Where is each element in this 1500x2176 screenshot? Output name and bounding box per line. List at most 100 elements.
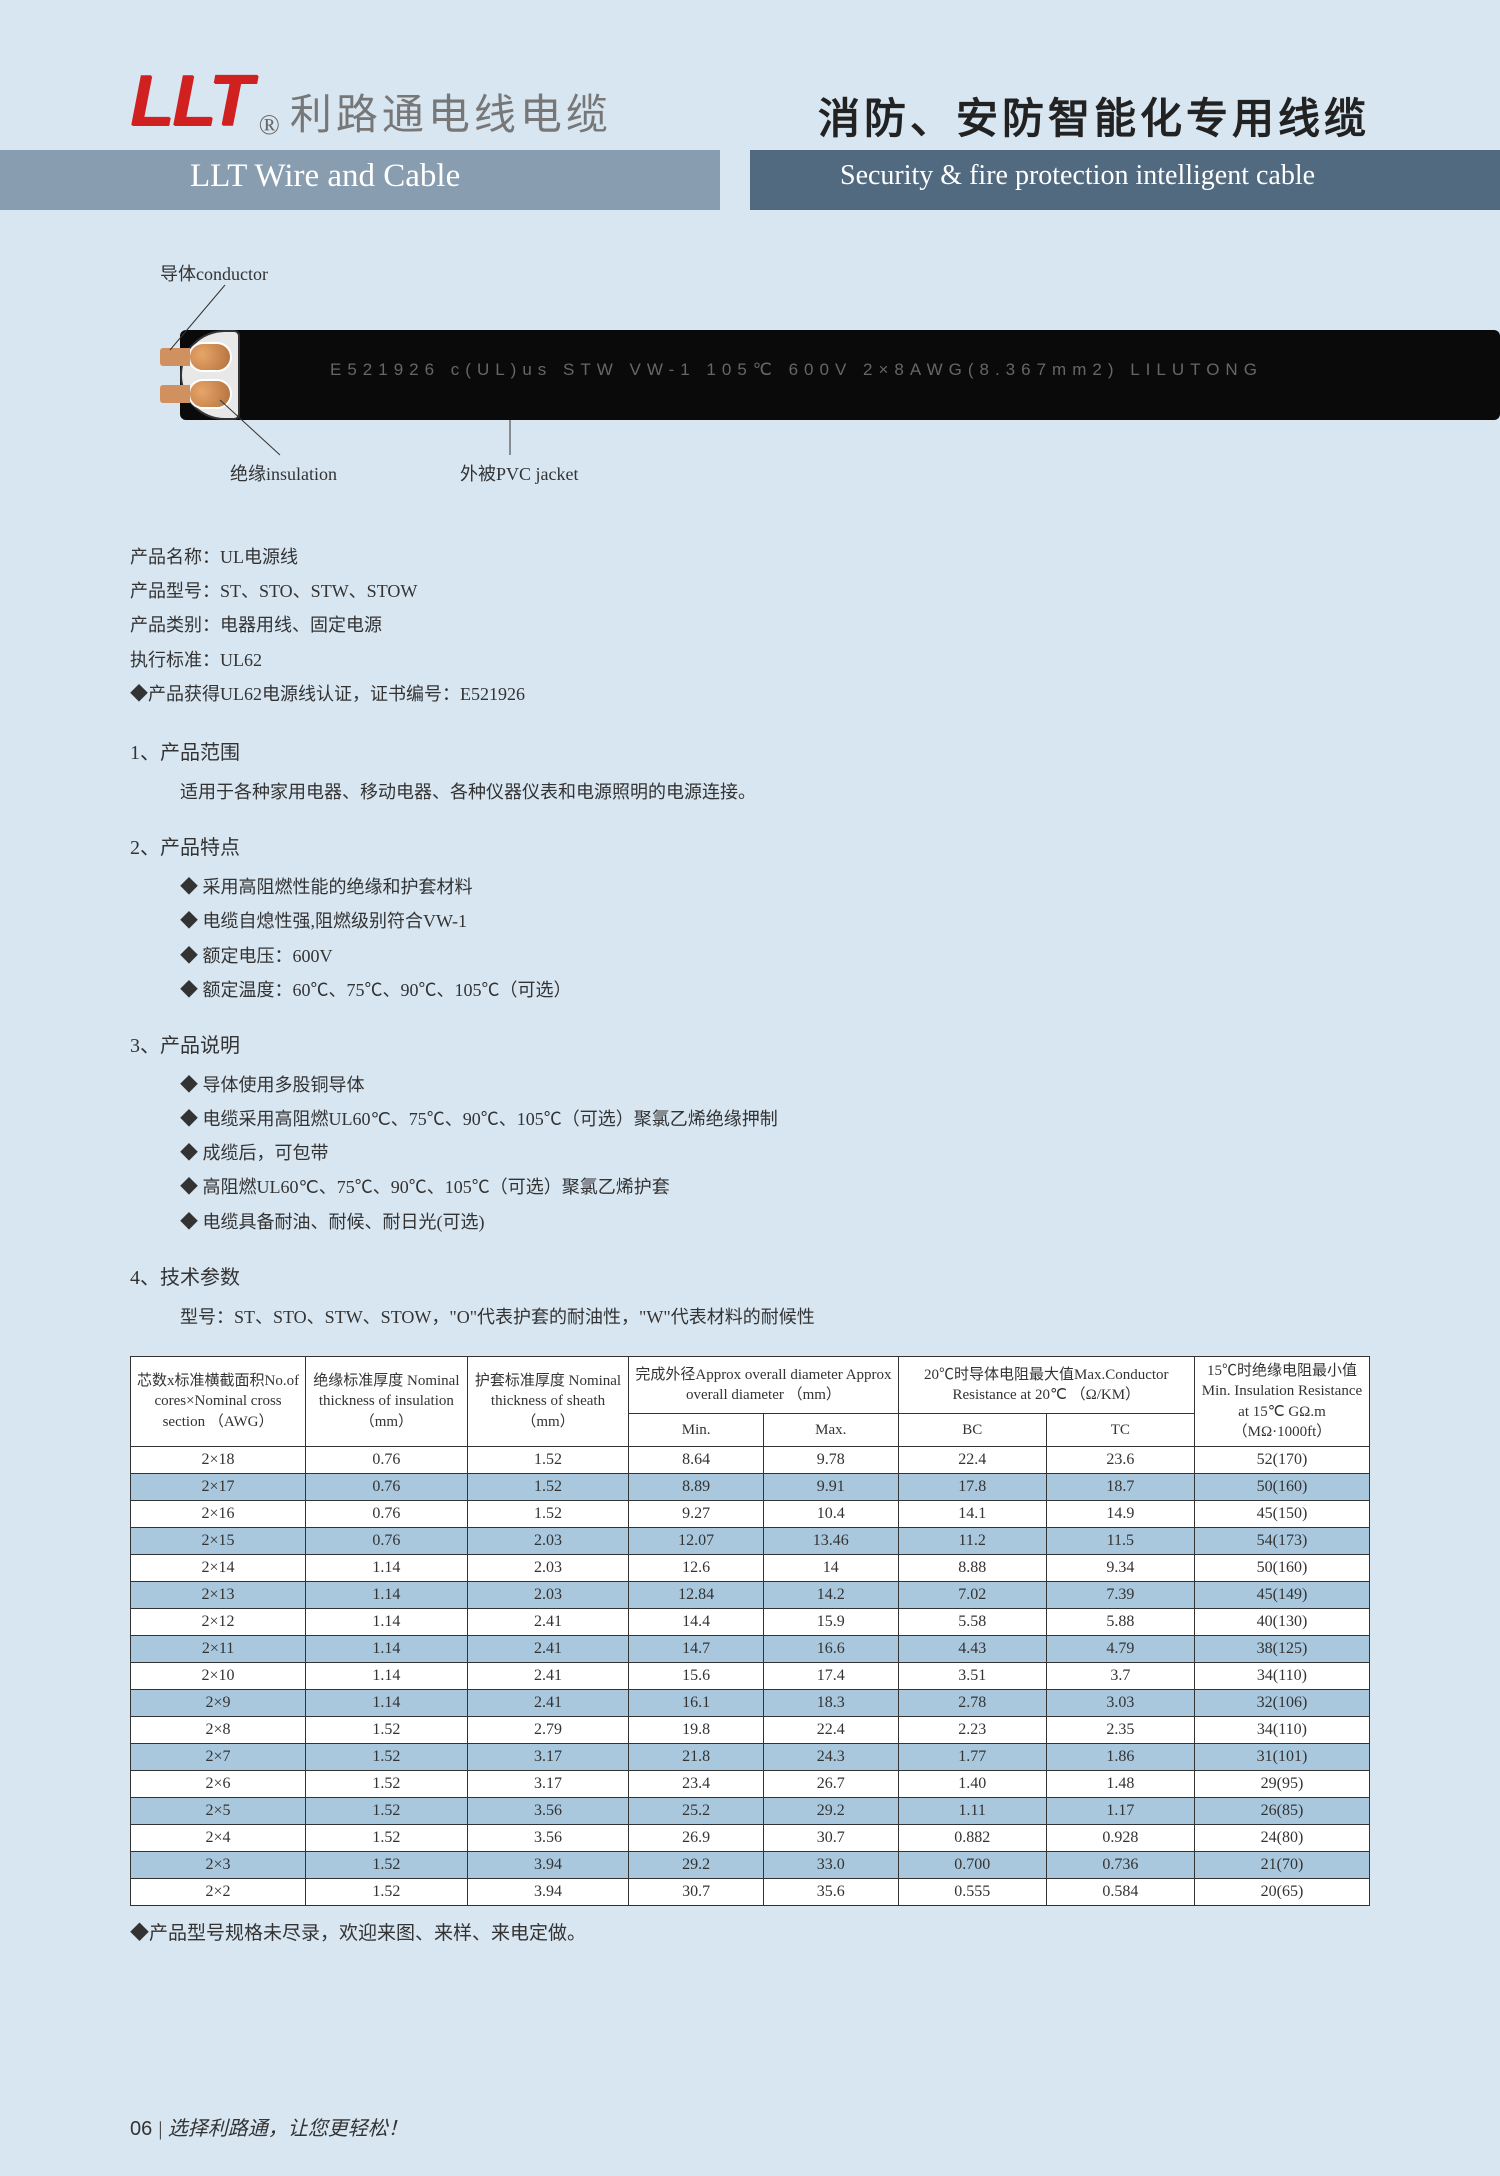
table-cell: 22.4 xyxy=(763,1717,898,1744)
table-cell: 14 xyxy=(763,1555,898,1582)
section-3-body: 导体使用多股铜导体 电缆采用高阻燃UL60℃、75℃、90℃、105℃（可选）聚… xyxy=(130,1068,1370,1239)
table-cell: 12.6 xyxy=(629,1555,764,1582)
table-cell: 2.03 xyxy=(467,1528,629,1555)
desc-item: 电缆具备耐油、耐候、耐日光(可选) xyxy=(180,1205,1370,1239)
table-cell: 2×10 xyxy=(131,1663,306,1690)
table-cell: 1.17 xyxy=(1046,1798,1194,1825)
table-cell: 2×3 xyxy=(131,1852,306,1879)
table-cell: 1.52 xyxy=(467,1474,629,1501)
table-cell: 0.76 xyxy=(306,1501,468,1528)
th-resistance: 20℃时导体电阻最大值Max.Conductor Resistance at 2… xyxy=(898,1357,1194,1414)
feature-item: 采用高阻燃性能的绝缘和护套材料 xyxy=(180,870,1370,904)
table-row: 2×21.523.9430.735.60.5550.58420(65) xyxy=(131,1879,1370,1906)
product-name: 产品名称：UL电源线 xyxy=(130,540,1370,574)
table-cell: 32(106) xyxy=(1194,1690,1369,1717)
table-cell: 2×15 xyxy=(131,1528,306,1555)
table-cell: 2.41 xyxy=(467,1609,629,1636)
table-cell: 1.14 xyxy=(306,1609,468,1636)
table-cell: 1.52 xyxy=(306,1879,468,1906)
table-cell: 5.58 xyxy=(898,1609,1046,1636)
table-cell: 1.11 xyxy=(898,1798,1046,1825)
product-category: 产品类别：电器用线、固定电源 xyxy=(130,608,1370,642)
table-cell: 12.84 xyxy=(629,1582,764,1609)
section-4-head: 4、技术参数 xyxy=(130,1261,1370,1290)
table-cell: 14.7 xyxy=(629,1636,764,1663)
feature-item: 额定温度：60℃、75℃、90℃、105℃（可选） xyxy=(180,973,1370,1007)
section-scope: 1、产品范围 适用于各种家用电器、移动电器、各种仪器仪表和电源照明的电源连接。 xyxy=(130,736,1370,809)
table-cell: 1.52 xyxy=(306,1717,468,1744)
core-1 xyxy=(188,342,232,372)
th-bc: BC xyxy=(898,1413,1046,1446)
table-cell: 2×7 xyxy=(131,1744,306,1771)
table-row: 2×141.142.0312.6148.889.3450(160) xyxy=(131,1555,1370,1582)
desc-item: 高阻燃UL60℃、75℃、90℃、105℃（可选）聚氯乙烯护套 xyxy=(180,1170,1370,1204)
table-cell: 13.46 xyxy=(763,1528,898,1555)
table-row: 2×131.142.0312.8414.27.027.3945(149) xyxy=(131,1582,1370,1609)
table-cell: 16.6 xyxy=(763,1636,898,1663)
table-cell: 50(160) xyxy=(1194,1474,1369,1501)
th-diameter: 完成外径Approx overall diameter Approx overa… xyxy=(629,1357,898,1414)
table-cell: 2.03 xyxy=(467,1582,629,1609)
table-cell: 1.52 xyxy=(467,1447,629,1474)
table-cell: 2.41 xyxy=(467,1663,629,1690)
logo-cn: 利路通电线电缆 xyxy=(290,81,612,142)
cable-marking: E521926 c(UL)us STW VW-1 105℃ 600V 2×8AW… xyxy=(330,360,1263,380)
section-1-head: 1、产品范围 xyxy=(130,736,1370,765)
title-cn: 消防、安防智能化专用线缆 xyxy=(818,85,1370,146)
table-cell: 23.6 xyxy=(1046,1447,1194,1474)
table-note: ◆产品型号规格未尽录，欢迎来图、来样、来电定做。 xyxy=(130,1918,1370,1945)
th-sheath: 护套标准厚度 Nominal thickness of sheath （mm） xyxy=(467,1357,629,1447)
registered-icon: ® xyxy=(259,110,280,142)
annotation-conductor: 导体conductor xyxy=(160,260,268,286)
header-right-subtitle: Security & fire protection intelligent c… xyxy=(840,160,1315,192)
table-cell: 2×5 xyxy=(131,1798,306,1825)
table-row: 2×61.523.1723.426.71.401.4829(95) xyxy=(131,1771,1370,1798)
table-cell: 14.2 xyxy=(763,1582,898,1609)
table-cell: 1.86 xyxy=(1046,1744,1194,1771)
table-cell: 2×12 xyxy=(131,1609,306,1636)
logo-block: LLT ® 利路通电线电缆 xyxy=(130,60,612,142)
table-cell: 1.52 xyxy=(467,1501,629,1528)
table-cell: 1.48 xyxy=(1046,1771,1194,1798)
table-cell: 4.79 xyxy=(1046,1636,1194,1663)
table-cell: 0.76 xyxy=(306,1528,468,1555)
table-row: 2×170.761.528.899.9117.818.750(160) xyxy=(131,1474,1370,1501)
table-row: 2×31.523.9429.233.00.7000.73621(70) xyxy=(131,1852,1370,1879)
table-cell: 22.4 xyxy=(898,1447,1046,1474)
header-left-subtitle: LLT Wire and Cable xyxy=(190,158,460,195)
section-description: 3、产品说明 导体使用多股铜导体 电缆采用高阻燃UL60℃、75℃、90℃、10… xyxy=(130,1029,1370,1239)
table-cell: 9.34 xyxy=(1046,1555,1194,1582)
table-cell: 5.88 xyxy=(1046,1609,1194,1636)
table-cell: 2×13 xyxy=(131,1582,306,1609)
table-cell: 1.14 xyxy=(306,1663,468,1690)
table-cell: 2×14 xyxy=(131,1555,306,1582)
table-cell: 26(85) xyxy=(1194,1798,1369,1825)
table-cell: 14.1 xyxy=(898,1501,1046,1528)
table-cell: 3.56 xyxy=(467,1825,629,1852)
th-cores: 芯数x标准横截面积No.of cores×Nominal cross secti… xyxy=(131,1357,306,1447)
logo-text: LLT xyxy=(130,60,251,142)
table-cell: 26.9 xyxy=(629,1825,764,1852)
table-cell: 15.9 xyxy=(763,1609,898,1636)
table-cell: 1.40 xyxy=(898,1771,1046,1798)
table-cell: 1.52 xyxy=(306,1825,468,1852)
table-cell: 2.41 xyxy=(467,1690,629,1717)
table-cell: 9.78 xyxy=(763,1447,898,1474)
table-row: 2×180.761.528.649.7822.423.652(170) xyxy=(131,1447,1370,1474)
section-specs: 4、技术参数 型号：ST、STO、STW、STOW，"O"代表护套的耐油性，"W… xyxy=(130,1261,1370,1334)
table-cell: 2×16 xyxy=(131,1501,306,1528)
table-cell: 3.56 xyxy=(467,1798,629,1825)
table-cell: 1.77 xyxy=(898,1744,1046,1771)
table-row: 2×41.523.5626.930.70.8820.92824(80) xyxy=(131,1825,1370,1852)
section-1-body: 适用于各种家用电器、移动电器、各种仪器仪表和电源照明的电源连接。 xyxy=(130,775,1370,809)
table-row: 2×101.142.4115.617.43.513.734(110) xyxy=(131,1663,1370,1690)
th-min: Min. xyxy=(629,1413,764,1446)
table-cell: 9.27 xyxy=(629,1501,764,1528)
table-head: 芯数x标准横截面积No.of cores×Nominal cross secti… xyxy=(131,1357,1370,1447)
table-cell: 14.9 xyxy=(1046,1501,1194,1528)
table-cell: 8.89 xyxy=(629,1474,764,1501)
table-cell: 50(160) xyxy=(1194,1555,1369,1582)
table-cell: 2×9 xyxy=(131,1690,306,1717)
table-row: 2×121.142.4114.415.95.585.8840(130) xyxy=(131,1609,1370,1636)
table-cell: 9.91 xyxy=(763,1474,898,1501)
